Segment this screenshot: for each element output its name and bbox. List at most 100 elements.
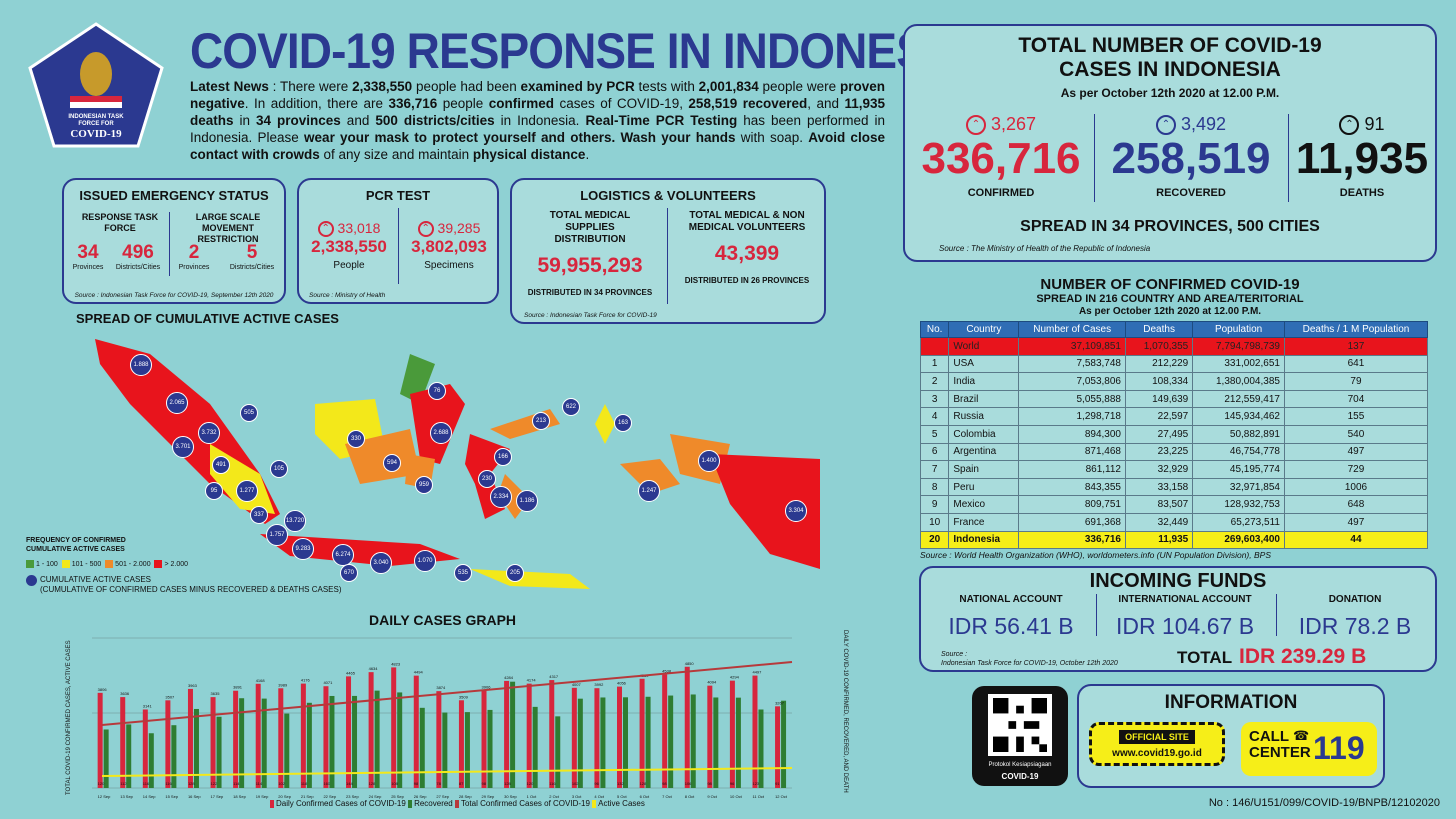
tick-label: 22 Sep bbox=[323, 794, 336, 799]
case-marker: 337 bbox=[250, 506, 268, 524]
table-cell: 145,934,462 bbox=[1192, 407, 1285, 426]
tick-label: 28 Sep bbox=[459, 794, 472, 799]
response-task-force-title: RESPONSE TASK FORCE bbox=[81, 212, 159, 233]
specimens-delta: 39,285 bbox=[437, 220, 481, 236]
table-cell: USA bbox=[948, 354, 1020, 374]
logistics-source: Source : Indonesian Task Force for COVID… bbox=[524, 312, 657, 319]
legend-swatch-3 bbox=[105, 560, 114, 568]
circle-legend-2: (CUMULATIVE OF CONFIRMED CASES MINUS REC… bbox=[40, 585, 342, 594]
case-marker: 2.334 bbox=[490, 486, 512, 508]
confirmed-delta: 3,267 bbox=[990, 114, 1037, 134]
case-marker: 213 bbox=[532, 412, 550, 430]
tick-label: 14 Sep bbox=[143, 794, 156, 799]
recovered-bar bbox=[510, 681, 516, 788]
table-cell: 704 bbox=[1283, 389, 1429, 409]
logistics-title: LOGISTICS & VOLUNTEERS bbox=[580, 188, 756, 203]
recovered-bar bbox=[261, 698, 267, 788]
daily-bar bbox=[729, 680, 735, 788]
official-site-label: OFFICIAL SITE bbox=[1119, 730, 1195, 744]
table-cell: 1006 bbox=[1283, 477, 1429, 497]
recovered-bar bbox=[645, 696, 651, 788]
table-cell: 45,195,774 bbox=[1192, 460, 1285, 479]
case-marker: 13.720 bbox=[284, 510, 306, 532]
table-cell: 128,932,753 bbox=[1192, 495, 1285, 514]
task-force-cities-value: 496 bbox=[122, 242, 154, 263]
table-cell: 9 bbox=[919, 495, 950, 514]
data-label: 3992 bbox=[594, 682, 604, 687]
table-row: 5 Colombia 894,300 27,495 50,882,891 540 bbox=[919, 424, 1429, 444]
table-header: No. bbox=[919, 321, 950, 338]
volunteers-title: TOTAL MEDICAL & NON MEDICAL VOLUNTEERS bbox=[688, 210, 806, 233]
increase-icon: ⌃ bbox=[317, 221, 334, 238]
case-marker: 9.283 bbox=[292, 538, 314, 560]
tick-label: 11 Oct bbox=[752, 794, 764, 799]
recovered-bar bbox=[758, 709, 764, 788]
donation-label: DONATION bbox=[1328, 594, 1382, 605]
data-label: 112 bbox=[120, 781, 127, 786]
people-delta: 33,018 bbox=[337, 220, 381, 236]
chart-legend: Daily Confirmed Cases of COVID-19 Recove… bbox=[270, 799, 645, 808]
data-label: 3267 bbox=[775, 700, 785, 705]
data-label: 106 bbox=[685, 781, 692, 786]
tick-label: 9 Oct bbox=[707, 794, 717, 799]
daily-bar bbox=[97, 692, 103, 788]
specimens-value: 3,802,093 bbox=[411, 237, 487, 257]
recovered-bar bbox=[690, 694, 696, 788]
qr-label-1: Protokol Kesiapsiagaan bbox=[988, 762, 1052, 768]
case-marker: 670 bbox=[340, 564, 358, 582]
legend-swatch-2 bbox=[61, 560, 70, 568]
recovered-bar bbox=[171, 725, 177, 788]
deaths-delta: 91 bbox=[1364, 114, 1385, 134]
table-cell: 648 bbox=[1283, 495, 1429, 514]
table-row: 4 Russia 1,298,718 22,597 145,934,462 155 bbox=[919, 407, 1429, 426]
table-cell: 5,055,888 bbox=[1018, 389, 1126, 409]
chart-legend-2: Recovered bbox=[414, 799, 453, 808]
kalimantan-north-region bbox=[400, 354, 435, 404]
table-cell: 843,355 bbox=[1018, 477, 1126, 497]
official-site-link[interactable]: OFFICIAL SITE www.covid19.go.id bbox=[1089, 722, 1225, 766]
daily-bar bbox=[210, 697, 216, 788]
table-row: 7 Spain 861,112 32,929 45,195,774 729 bbox=[919, 460, 1429, 479]
national-account-value: IDR 56.41 B bbox=[948, 613, 1074, 639]
totals-title-2: CASES IN INDONESIA bbox=[1059, 58, 1281, 81]
table-cell: 149,639 bbox=[1124, 389, 1194, 409]
supplies-footer: DISTRIBUTED IN 34 PROVINCES bbox=[527, 288, 653, 297]
task-force-provinces-label: Provinces bbox=[72, 264, 104, 271]
data-label: 4317 bbox=[549, 674, 559, 679]
data-label: 98 bbox=[662, 781, 667, 786]
table-row: 9 Mexico 809,751 83,507 128,932,753 648 bbox=[919, 495, 1429, 514]
tick-label: 19 Sep bbox=[256, 794, 269, 799]
table-cell: 137 bbox=[1283, 337, 1429, 356]
world-title: NUMBER OF CONFIRMED COVID-19 bbox=[1040, 276, 1300, 293]
recovered-bar bbox=[668, 695, 674, 788]
tick-label: 12 Oct bbox=[775, 794, 788, 799]
qr-card[interactable]: Protokol Kesiapsiagaan COVID-19 bbox=[972, 686, 1068, 786]
call-center-button[interactable]: CALL CENTER ☎ 119 bbox=[1241, 722, 1377, 776]
table-cell: 155 bbox=[1283, 407, 1429, 426]
legend-title-1: FREQUENCY OF CONFIRMED bbox=[26, 537, 126, 544]
table-cell: 44 bbox=[1283, 530, 1429, 550]
data-label: 116 bbox=[143, 781, 150, 786]
tick-label: 10 Oct bbox=[730, 794, 743, 799]
call-label: CALL bbox=[1249, 728, 1289, 745]
table-row: 8 Peru 843,355 33,158 32,971,854 1006 bbox=[919, 477, 1429, 497]
data-label: 114 bbox=[233, 781, 240, 786]
table-cell: World bbox=[948, 337, 1020, 356]
table-cell: 1 bbox=[919, 354, 950, 374]
people-label: People bbox=[333, 260, 365, 272]
recovered-bar bbox=[374, 690, 380, 788]
daily-bar bbox=[571, 687, 577, 788]
daily-bar bbox=[707, 685, 713, 788]
table-cell: Brazil bbox=[948, 389, 1020, 409]
recovered-bar bbox=[239, 698, 245, 788]
table-header: Deaths bbox=[1124, 321, 1194, 338]
table-row: 2 India 7,053,806 108,334 1,380,004,385 79 bbox=[919, 372, 1429, 391]
papua-region bbox=[710, 454, 820, 569]
daily-bar bbox=[436, 691, 442, 788]
table-cell: 32,929 bbox=[1124, 460, 1194, 479]
table-cell: 2 bbox=[919, 372, 950, 391]
table-cell: 37,109,851 bbox=[1018, 337, 1126, 356]
legend-total-swatch bbox=[454, 799, 459, 808]
case-marker: 330 bbox=[347, 430, 365, 448]
case-marker: 2.065 bbox=[166, 392, 188, 414]
